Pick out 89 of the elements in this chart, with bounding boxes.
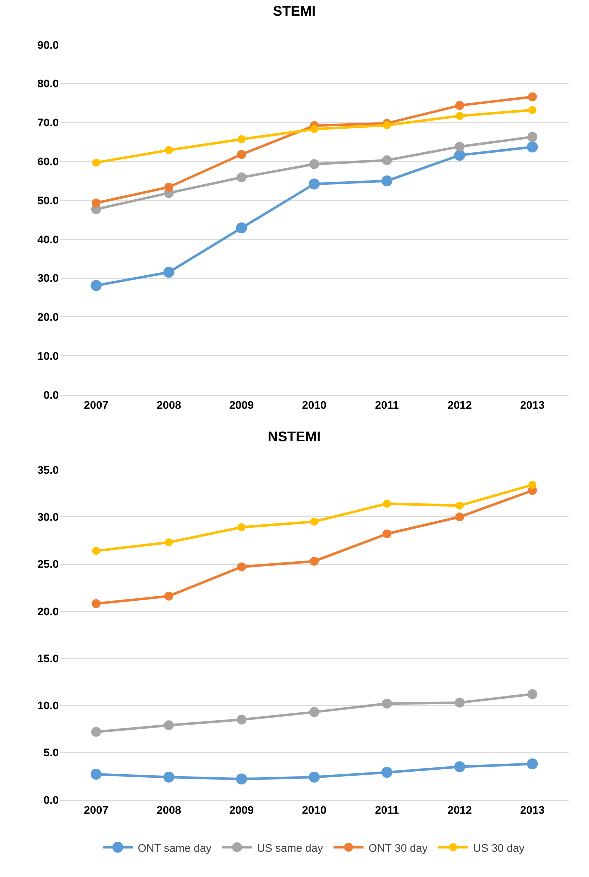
point: [310, 707, 320, 718]
legend-label: US same day: [257, 842, 324, 855]
y-tick-label: 70.0: [38, 118, 59, 130]
y-tick-label: 10.0: [38, 350, 59, 363]
point: [456, 502, 464, 510]
point: [309, 178, 320, 190]
x-tick-label: 2008: [156, 400, 182, 412]
point: [528, 481, 537, 490]
point: [455, 512, 464, 522]
point: [310, 518, 318, 526]
point: [454, 150, 466, 161]
point: [90, 280, 102, 292]
point: [456, 112, 464, 120]
point: [165, 538, 174, 547]
point: [236, 222, 248, 234]
y-tick-label: 20.0: [38, 606, 59, 618]
point: [92, 158, 100, 167]
point: [382, 767, 393, 778]
point: [310, 556, 319, 566]
y-tick-label: 35.0: [38, 464, 59, 477]
x-tick-label: 2012: [448, 805, 472, 818]
point: [383, 122, 392, 130]
y-tick-label: 40.0: [38, 234, 59, 246]
point: [454, 762, 466, 772]
point: [164, 720, 174, 731]
point: [236, 774, 248, 785]
point: [527, 142, 538, 153]
chart-title: NSTEMI: [268, 428, 321, 445]
point: [382, 698, 392, 709]
y-tick-label: 15.0: [38, 653, 59, 666]
point: [382, 530, 392, 539]
point: [527, 758, 538, 770]
x-tick-label: 2011: [375, 400, 400, 412]
point: [164, 267, 175, 278]
x-tick-label: 2011: [375, 805, 400, 818]
y-tick-label: 10.0: [38, 700, 59, 713]
point: [383, 500, 392, 508]
y-tick-label: 5.0: [44, 748, 59, 760]
y-tick-label: 90.0: [38, 40, 59, 52]
y-tick-label: 80.0: [38, 78, 59, 91]
y-tick-label: 25.0: [38, 559, 59, 572]
point: [238, 136, 246, 144]
point: [164, 182, 174, 192]
point: [528, 689, 538, 700]
point: [310, 159, 320, 170]
point: [236, 714, 247, 725]
point: [164, 592, 174, 601]
point: [237, 150, 246, 160]
y-tick-label: 50.0: [38, 195, 59, 208]
x-tick-label: 2010: [302, 400, 327, 412]
point: [454, 142, 465, 152]
x-tick-label: 2007: [84, 805, 109, 818]
point: [90, 769, 102, 780]
point: [454, 698, 465, 708]
point: [91, 727, 102, 738]
point: [309, 772, 320, 783]
x-tick-label: 2010: [302, 805, 327, 818]
point: [310, 125, 318, 134]
y-tick-label: 0.0: [44, 794, 59, 807]
y-tick-label: 0.0: [44, 390, 59, 402]
point: [164, 772, 175, 783]
x-tick-label: 2012: [448, 400, 472, 412]
point: [92, 599, 101, 608]
x-tick-label: 2007: [84, 400, 109, 412]
x-tick-label: 2013: [520, 400, 545, 412]
point: [382, 156, 392, 166]
x-tick-label: 2009: [230, 805, 254, 818]
point: [92, 547, 100, 556]
point: [236, 172, 247, 183]
point: [238, 524, 246, 532]
point: [528, 106, 537, 114]
point: [528, 132, 538, 142]
legend-label: ONT 30 day: [368, 842, 428, 855]
point: [92, 198, 101, 208]
y-tick-label: 30.0: [38, 512, 59, 524]
y-tick-label: 20.0: [38, 312, 59, 324]
x-tick-label: 2008: [156, 805, 182, 818]
legend-label: ONT same day: [138, 842, 212, 855]
point: [455, 101, 464, 110]
x-tick-label: 2009: [230, 400, 254, 412]
y-tick-label: 30.0: [38, 273, 59, 286]
point: [165, 146, 174, 154]
point: [528, 92, 538, 102]
chart-title: STEMI: [273, 3, 316, 20]
y-tick-label: 60.0: [38, 156, 59, 169]
x-tick-label: 2013: [520, 805, 545, 818]
legend-label: US 30 day: [473, 842, 526, 855]
point: [382, 176, 393, 187]
point: [237, 562, 246, 572]
